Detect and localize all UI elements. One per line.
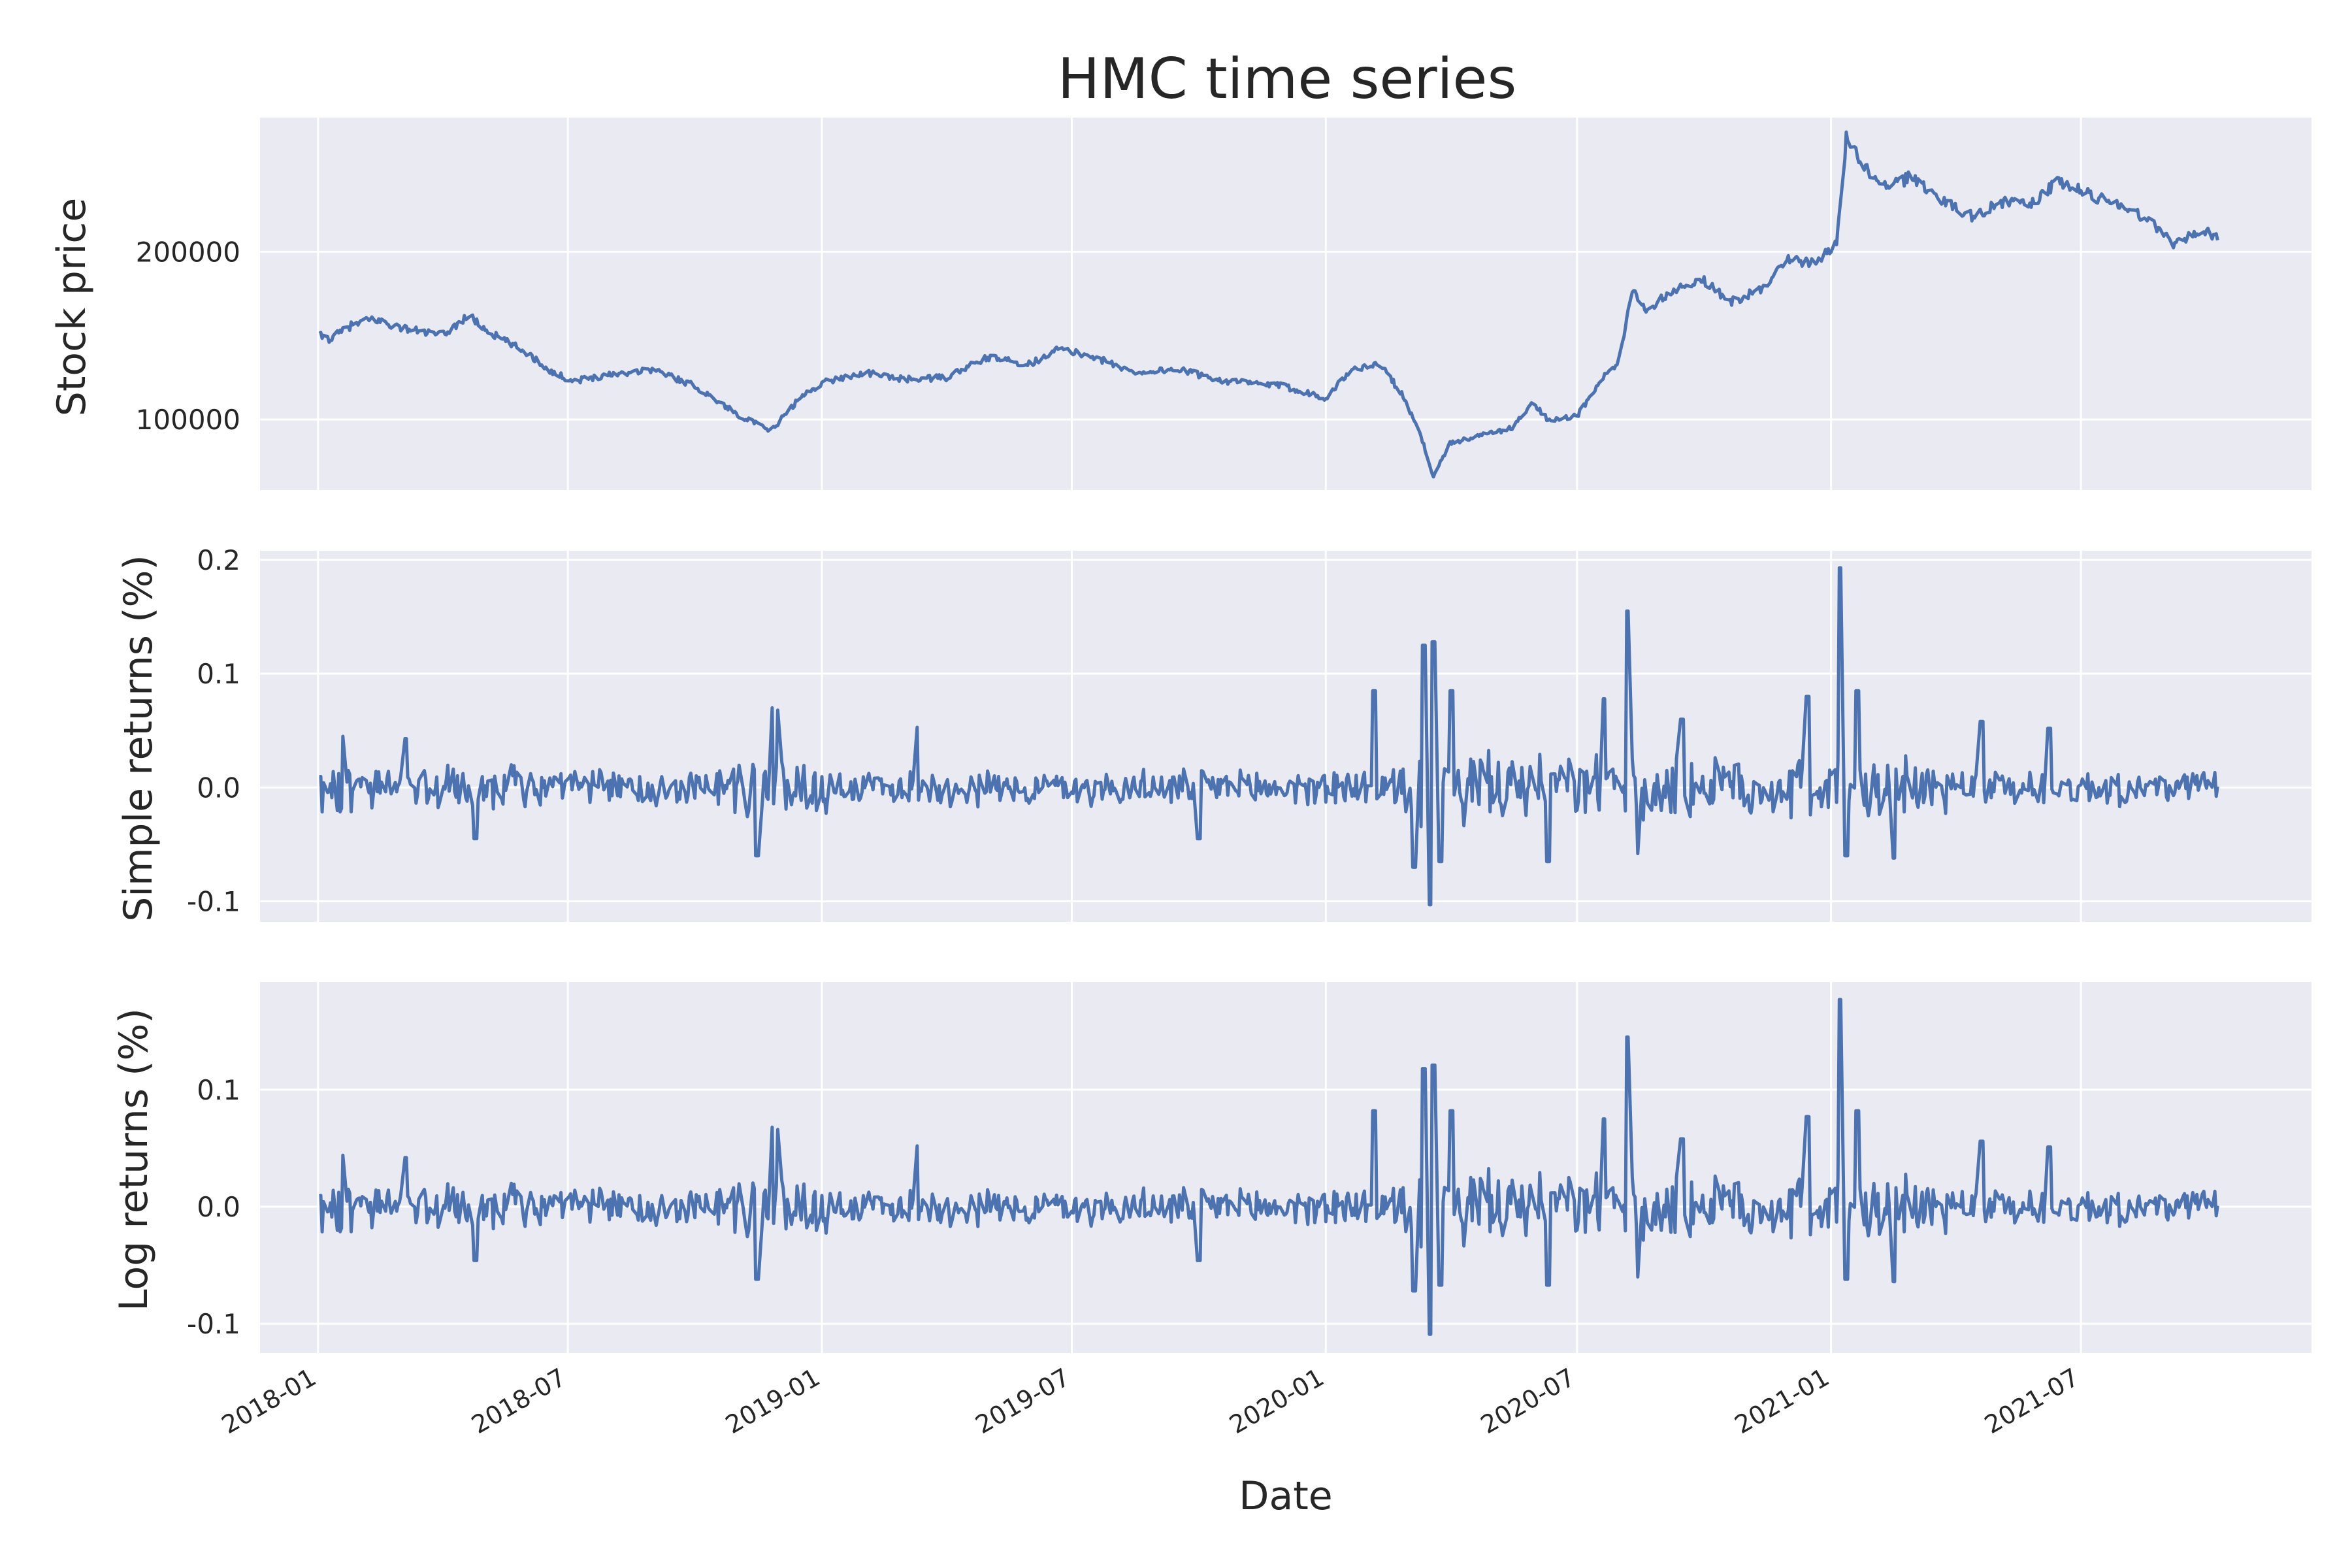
y-tick-label: 0.0	[197, 772, 240, 804]
y-axis-label: Log returns (%)	[111, 1008, 157, 1311]
y-tick-labels: -0.1 0.0 0.1	[187, 1074, 240, 1340]
y-tick-label: -0.1	[187, 1308, 240, 1340]
chart-title: HMC time series	[1058, 46, 1517, 112]
gridlines	[260, 551, 2311, 922]
panel-background	[260, 551, 2311, 922]
log-returns-line	[319, 998, 2219, 1336]
panel-background	[260, 118, 2311, 490]
y-tick-label: 0.1	[197, 658, 240, 690]
x-axis-label: Date	[1239, 1473, 1332, 1519]
y-axis-label: Simple returns (%)	[116, 555, 161, 922]
panel-log-returns: -0.1 0.0 0.1 Log returns (%)	[111, 982, 2311, 1353]
panel-background	[260, 982, 2311, 1353]
simple-returns-line	[319, 566, 2219, 907]
gridlines	[260, 118, 2311, 490]
y-tick-label: 0.0	[197, 1191, 240, 1223]
y-tick-labels: 100000 200000	[136, 236, 240, 436]
panel-stock-price: 100000 200000 Stock price	[49, 118, 2311, 490]
panel-simple-returns: -0.1 0.0 0.1 0.2 Simple returns (%)	[116, 544, 2311, 922]
y-tick-label: 0.2	[197, 544, 240, 576]
y-tick-label: -0.1	[187, 886, 240, 918]
y-tick-labels: -0.1 0.0 0.1 0.2	[187, 544, 240, 918]
y-tick-label: 200000	[136, 236, 240, 268]
stock-price-line	[318, 130, 2219, 479]
y-tick-label: 0.1	[197, 1074, 240, 1106]
y-tick-label: 100000	[136, 404, 240, 436]
y-axis-label: Stock price	[49, 198, 95, 416]
